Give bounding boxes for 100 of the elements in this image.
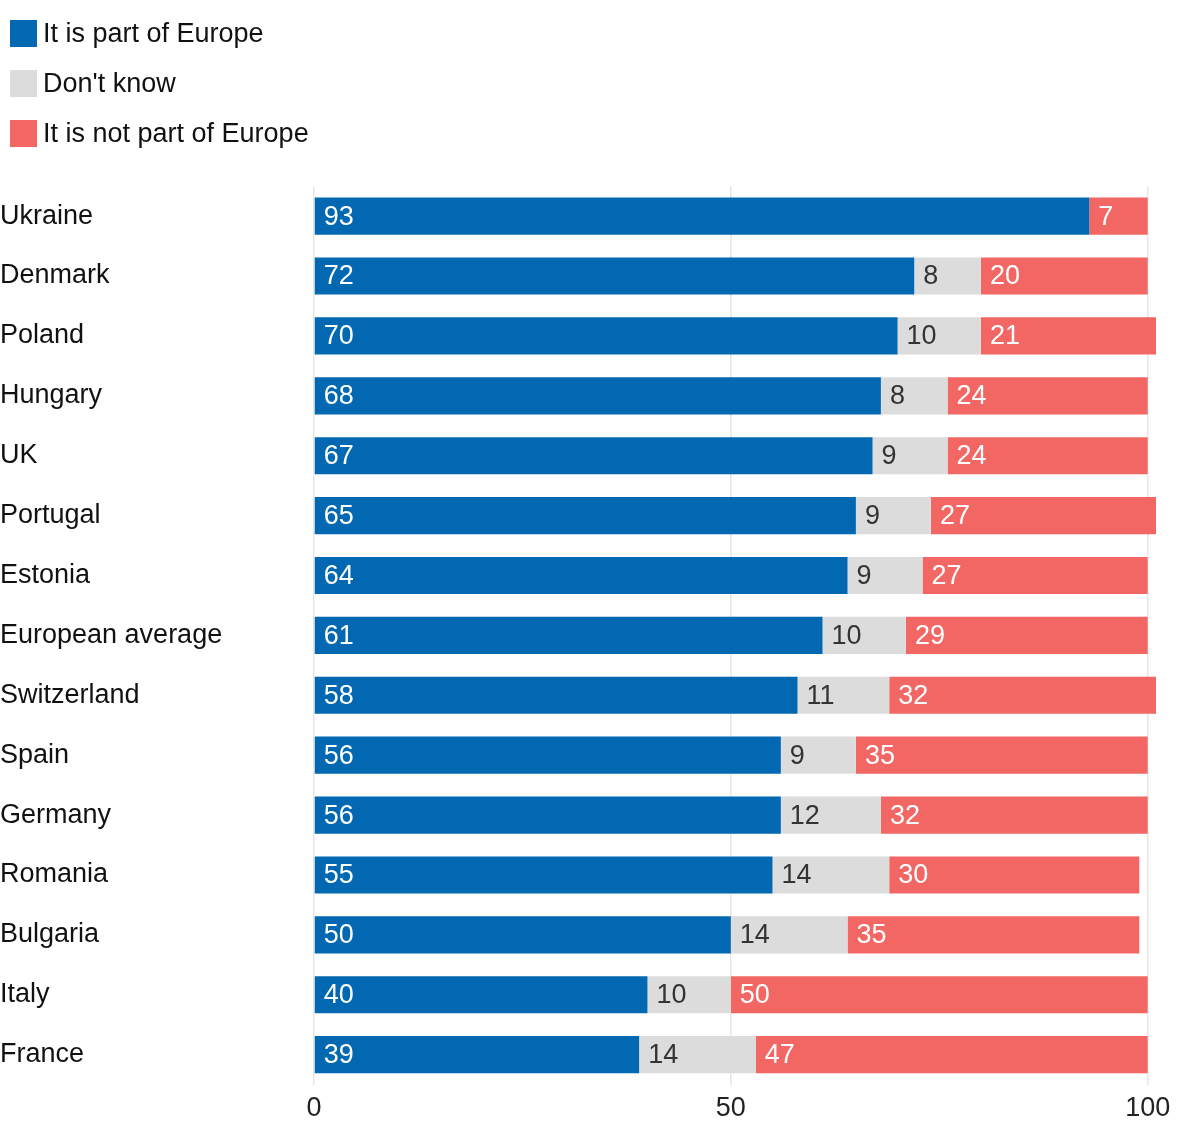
data-label: 67 (323, 440, 354, 471)
bar (847, 556, 923, 595)
data-label: 56 (323, 739, 354, 770)
x-tick-label: 100 (1125, 1092, 1171, 1123)
data-label: 93 (323, 200, 354, 231)
y-tick-label: Italy (0, 978, 51, 1009)
data-label: 47 (764, 1039, 795, 1070)
bar (314, 736, 781, 774)
bar (755, 1036, 1148, 1074)
y-tick-label: Hungary (0, 379, 103, 410)
bar (314, 976, 648, 1014)
data-label: 32 (889, 799, 920, 830)
data-label: 72 (323, 260, 354, 291)
bar (314, 1036, 640, 1074)
data-label: 8 (923, 260, 939, 291)
y-tick-label: Portugal (0, 499, 101, 530)
y-tick-label: Denmark (0, 259, 111, 290)
legend-label: It is not part of Europe (43, 117, 309, 149)
bar (780, 736, 856, 774)
data-label: 9 (789, 739, 805, 770)
bar (947, 377, 1148, 415)
data-label: 32 (898, 679, 929, 710)
data-label: 21 (989, 320, 1020, 351)
data-label: 14 (648, 1039, 679, 1070)
bar (922, 556, 1148, 595)
data-label: 50 (323, 919, 354, 950)
y-tick-label: Romania (0, 858, 110, 889)
data-label: 10 (906, 320, 937, 351)
bar (889, 676, 1156, 714)
bar (314, 676, 798, 714)
y-tick-label: France (0, 1038, 85, 1069)
y-tick-label: Germany (0, 798, 112, 829)
data-label: 50 (739, 979, 770, 1010)
bar (889, 856, 1140, 894)
bar (855, 736, 1148, 774)
data-label: 35 (864, 739, 895, 770)
data-label: 35 (856, 919, 887, 950)
data-label: 27 (939, 500, 970, 531)
y-tick-label: European average (0, 618, 223, 649)
bar (314, 556, 848, 595)
x-tick-label: 50 (715, 1092, 746, 1123)
y-tick-label: Estonia (0, 558, 92, 589)
data-label: 24 (956, 380, 987, 411)
data-label: 70 (323, 320, 354, 351)
data-label: 56 (323, 799, 354, 830)
bar (880, 377, 948, 415)
y-tick-label: Spain (0, 738, 70, 769)
y-tick-label: Bulgaria (0, 918, 101, 949)
legend-label: It is part of Europe (43, 17, 264, 49)
bar (905, 616, 1148, 654)
data-label: 11 (806, 679, 835, 710)
data-label: 12 (789, 799, 820, 830)
data-label: 40 (323, 979, 354, 1010)
bar (980, 257, 1148, 295)
data-label: 9 (864, 500, 880, 531)
bar (314, 257, 915, 295)
y-tick-label: UK (0, 439, 38, 470)
bar (872, 437, 948, 475)
data-label: 7 (1098, 200, 1114, 231)
data-label: 29 (914, 619, 945, 650)
data-label: 9 (856, 559, 872, 590)
legend-label: Don't know (43, 67, 176, 99)
data-label: 68 (323, 380, 354, 411)
data-label: 58 (323, 679, 354, 710)
data-label: 55 (323, 859, 354, 890)
data-label: 30 (898, 859, 929, 890)
bar (947, 437, 1148, 475)
data-label: 9 (881, 440, 897, 471)
bar (797, 676, 890, 714)
bar (314, 916, 731, 954)
y-tick-label: Ukraine (0, 199, 94, 230)
data-label: 14 (781, 859, 812, 890)
data-label: 39 (323, 1039, 354, 1070)
bar (980, 317, 1156, 355)
bar (314, 437, 873, 475)
bar (880, 796, 1148, 834)
bar (772, 856, 890, 894)
bar (314, 616, 823, 654)
bar (314, 796, 781, 834)
data-label: 64 (323, 559, 354, 590)
bar (847, 916, 1140, 954)
y-tick-label: Poland (0, 319, 85, 350)
bar (1089, 197, 1148, 235)
bar (914, 257, 981, 295)
bar (855, 497, 931, 535)
bar (314, 856, 773, 894)
bar (314, 377, 881, 415)
data-label: 8 (889, 380, 905, 411)
data-label: 20 (989, 260, 1020, 291)
bar (314, 197, 1090, 235)
data-label: 14 (739, 919, 770, 950)
data-label: 61 (323, 619, 354, 650)
data-label: 10 (831, 619, 862, 650)
bar (314, 497, 856, 535)
data-label: 10 (656, 979, 687, 1010)
bar (930, 497, 1156, 535)
data-label: 24 (956, 440, 987, 471)
data-label: 65 (323, 500, 354, 531)
x-tick-label: 0 (306, 1092, 322, 1123)
y-tick-label: Switzerland (0, 678, 140, 709)
